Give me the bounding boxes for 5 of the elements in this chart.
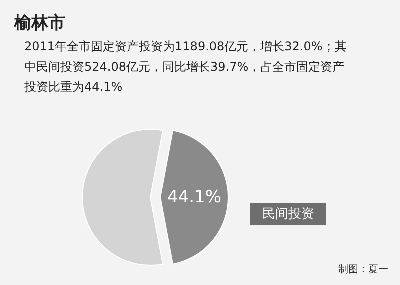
chart-subtitle: 2011年全市固定资产投资为1189.08亿元，增长32.0%；其中民间投资524.08亿元，同比增长39.7%，占全市固定资产投资比重为44.1%: [24, 40, 347, 94]
chart-title: 榆林市: [14, 14, 66, 34]
text: 制图：夏一: [338, 264, 388, 276]
slice-label: 民间投资: [262, 207, 314, 222]
data-label: 44.1%: [168, 188, 222, 208]
